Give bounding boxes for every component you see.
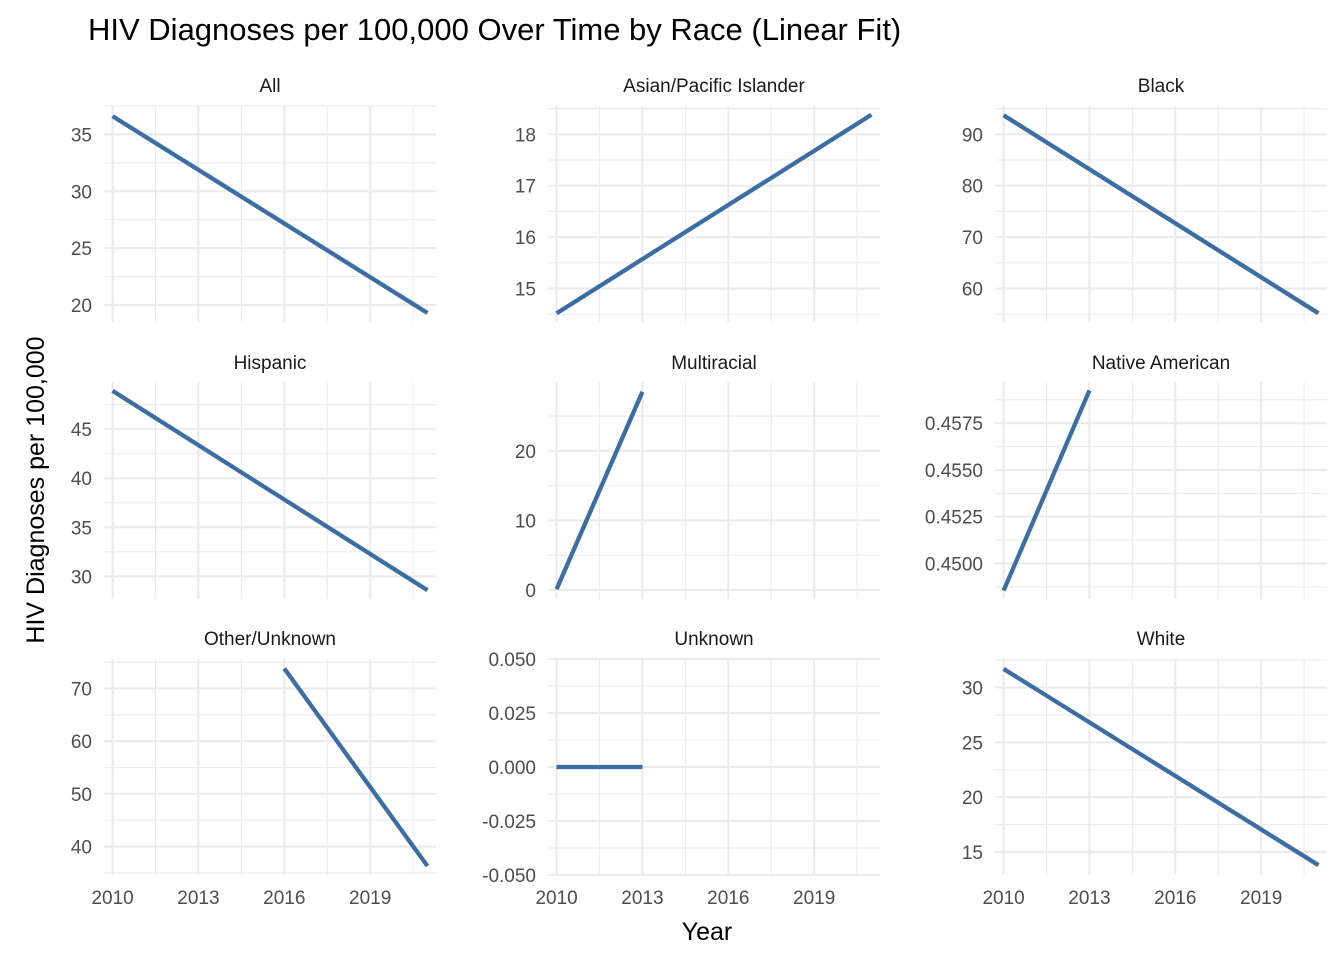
x-tick-label: 2019 <box>793 888 835 909</box>
y-tick-label: 0.050 <box>488 650 536 671</box>
y-tick-label: 10 <box>515 511 536 532</box>
y-tick-label: 15 <box>962 843 983 864</box>
y-tick-label: 20 <box>71 296 92 317</box>
facet-panel: Hispanic 30 35 40 45 <box>71 353 436 599</box>
series-line <box>1002 667 1320 867</box>
series-line <box>554 390 645 591</box>
x-tick-label: 2013 <box>177 888 219 909</box>
y-tick-label: 18 <box>515 125 536 146</box>
x-tick-label: 2013 <box>1068 888 1110 909</box>
series-line <box>1002 113 1320 316</box>
x-axis-title: Year <box>682 918 733 946</box>
y-tick-label: 35 <box>71 125 92 146</box>
facet-strip-label: Black <box>1138 76 1185 97</box>
facet-strip-label: Unknown <box>674 629 753 650</box>
y-tick-label: 60 <box>71 732 92 753</box>
x-tick-label: 2019 <box>1240 888 1282 909</box>
y-tick-label: 15 <box>515 280 536 301</box>
series-line <box>282 667 430 868</box>
y-tick-label: 40 <box>71 469 92 490</box>
y-tick-label: 30 <box>71 182 92 203</box>
facet-strip-label: Asian/Pacific Islander <box>623 76 805 97</box>
y-tick-label: 16 <box>515 228 536 249</box>
facet-panel: White 15 20 25 30 2010 2013 2016 2019 <box>962 629 1327 909</box>
y-tick-label: 70 <box>71 680 92 701</box>
facet-panel: All 20 25 30 35 <box>71 76 436 322</box>
y-tick-label: 90 <box>962 125 983 146</box>
facet-strip-label: Hispanic <box>234 353 307 374</box>
y-tick-label: 17 <box>515 177 536 198</box>
facet-panel: Unknown -0.050 -0.025 0.000 0.025 0.050 2010 20… <box>482 629 880 909</box>
y-tick-label: 30 <box>962 679 983 700</box>
y-tick-label: 80 <box>962 177 983 198</box>
facet-panel: Native American 0.4500 0.4525 0.4550 0.4575 <box>925 353 1327 599</box>
y-tick-label: 35 <box>71 518 92 539</box>
x-tick-label: 2010 <box>535 888 577 909</box>
y-tick-label: 0.4550 <box>925 461 983 482</box>
facet-panel: Multiracial 0 10 20 <box>515 353 880 602</box>
x-tick-label: 2010 <box>982 888 1024 909</box>
x-tick-label: 2016 <box>707 888 749 909</box>
facet-panel: Black 60 70 80 90 <box>962 76 1327 322</box>
y-tick-label: 40 <box>71 838 92 859</box>
y-tick-label: 20 <box>515 442 536 463</box>
series-line <box>1001 389 1092 592</box>
x-tick-label: 2019 <box>349 888 391 909</box>
y-tick-label: 0.4525 <box>925 508 983 529</box>
y-tick-label: 25 <box>962 733 983 754</box>
y-tick-label: 0.4500 <box>925 554 983 575</box>
y-tick-label: 50 <box>71 785 92 806</box>
y-tick-label: 30 <box>71 567 92 588</box>
facet-strip-label: Native American <box>1092 353 1230 374</box>
facet-panel: Other/Unknown 40 50 60 70 2010 2013 2016 2019 <box>71 629 436 909</box>
series-line <box>555 112 873 316</box>
y-tick-label: -0.025 <box>482 812 536 833</box>
y-tick-label: 20 <box>962 788 983 809</box>
series-line <box>111 114 429 315</box>
y-tick-label: 0 <box>525 581 536 602</box>
y-tick-label: 70 <box>962 228 983 249</box>
y-tick-label: -0.050 <box>482 866 536 887</box>
x-tick-label: 2010 <box>91 888 133 909</box>
y-tick-label: 45 <box>71 420 92 441</box>
x-tick-label: 2013 <box>621 888 663 909</box>
facet-strip-label: All <box>259 76 280 97</box>
y-axis-title: HIV Diagnoses per 100,000 <box>22 336 50 643</box>
facet-strip-label: Multiracial <box>671 353 757 374</box>
facet-strip-label: Other/Unknown <box>204 629 336 650</box>
y-tick-label: 60 <box>962 280 983 301</box>
facet-strip-label: White <box>1137 629 1186 650</box>
chart-title: HIV Diagnoses per 100,000 Over Time by R… <box>88 12 901 47</box>
x-tick-label: 2016 <box>1154 888 1196 909</box>
y-tick-label: 0.4575 <box>925 414 983 435</box>
y-tick-label: 0.025 <box>488 704 536 725</box>
facet-panels: All 20 25 30 35 Asian/Pacific Islander 15 16 17 1… <box>71 76 1327 909</box>
series-line <box>111 389 429 592</box>
y-tick-label: 25 <box>71 239 92 260</box>
facet-panel: Asian/Pacific Islander 15 16 17 18 <box>515 76 880 322</box>
x-tick-label: 2016 <box>263 888 305 909</box>
y-tick-label: 0.000 <box>488 758 536 779</box>
